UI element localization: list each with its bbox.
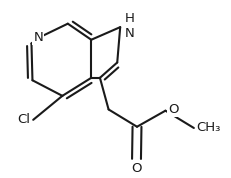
Text: Cl: Cl (18, 113, 30, 126)
Text: H
N: H N (124, 12, 134, 40)
Text: CH₃: CH₃ (195, 121, 220, 135)
Text: O: O (167, 103, 178, 116)
Text: N: N (33, 31, 43, 44)
Text: O: O (131, 162, 141, 175)
